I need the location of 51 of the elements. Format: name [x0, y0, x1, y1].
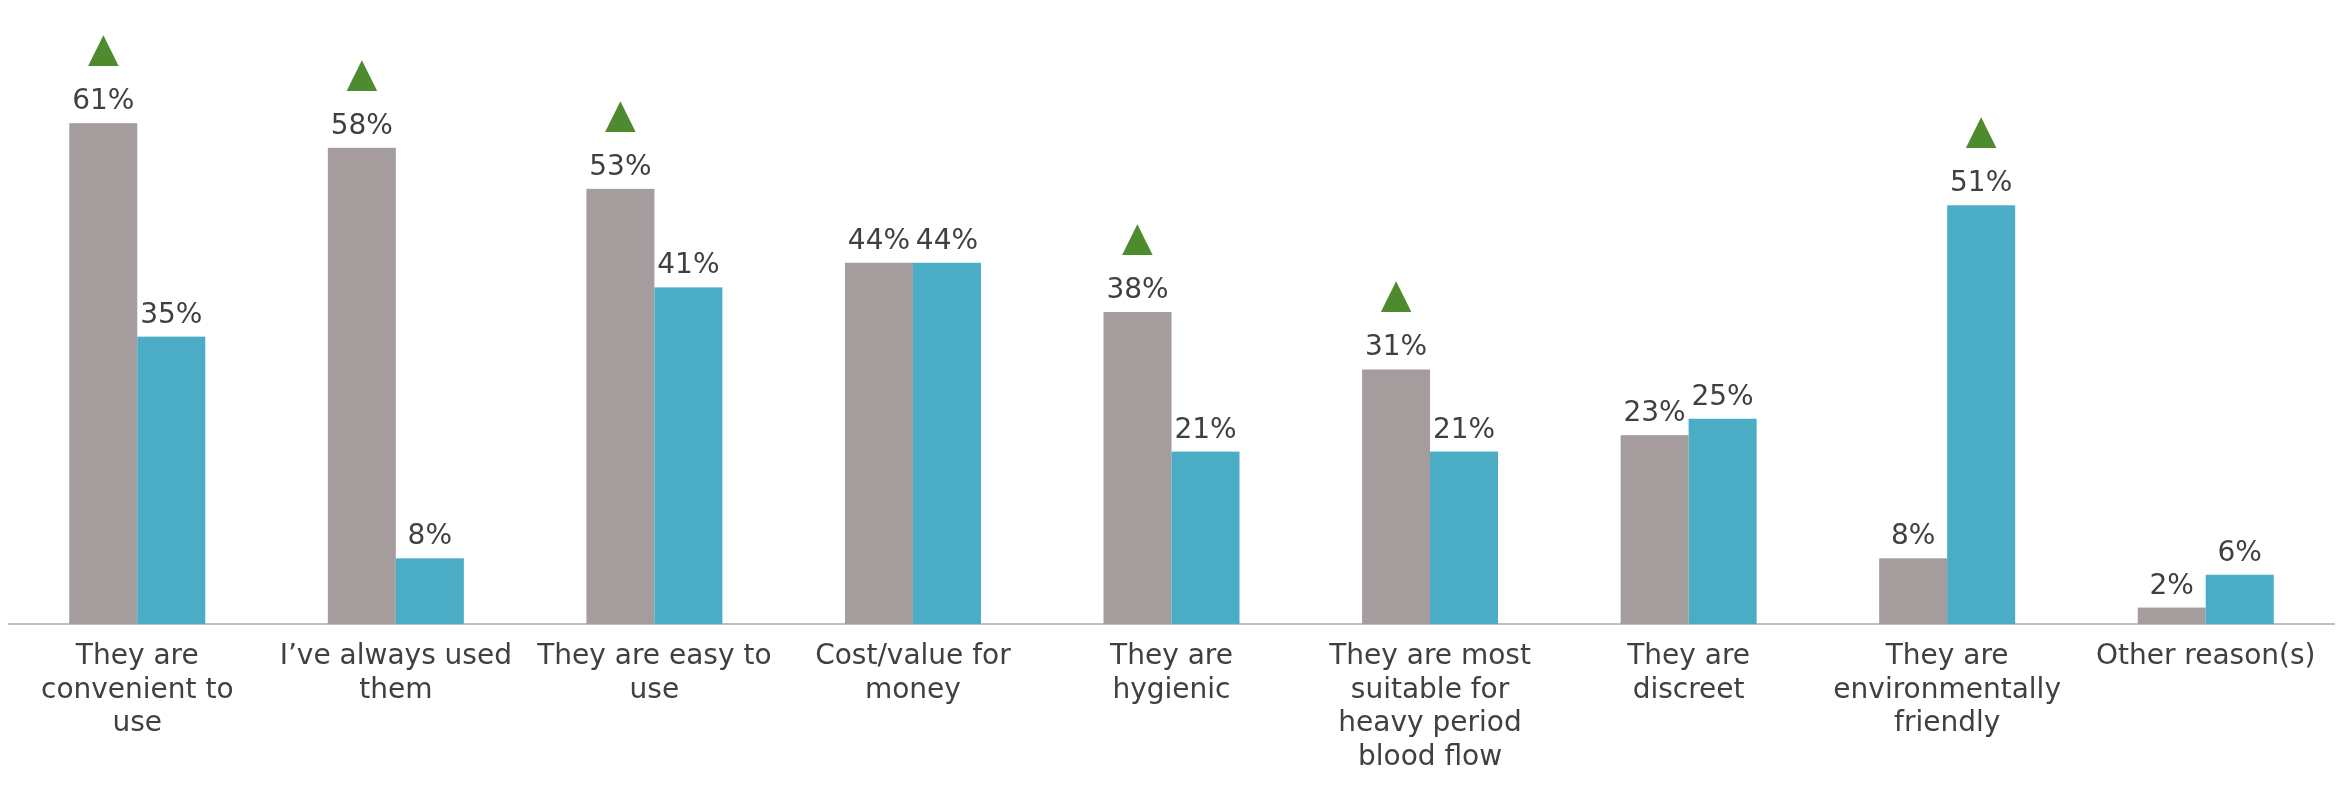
bar	[1688, 418, 1757, 624]
bar	[844, 262, 913, 624]
triangle-icon: ▲	[1380, 270, 1412, 317]
x-tick-label: I’ve always used them	[279, 638, 512, 705]
data-label: 2%	[2149, 567, 2194, 601]
data-label: 53%	[589, 148, 652, 182]
data-label: 35%	[140, 296, 203, 330]
data-label: 41%	[657, 247, 720, 281]
data-label: 25%	[1691, 378, 1754, 412]
triangle-icon: ▲	[605, 89, 636, 136]
triangle-icon: ▲	[1122, 213, 1153, 259]
bar	[2137, 607, 2206, 624]
bar	[912, 262, 981, 624]
x-tick-label: Other reason(s)	[2095, 638, 2316, 671]
data-label: 31%	[1364, 329, 1428, 363]
bar	[69, 123, 138, 624]
data-label: 21%	[1174, 411, 1237, 445]
data-label: 23%	[1623, 395, 1686, 429]
bar	[1879, 558, 1948, 624]
x-tick-label: They are easy to use	[536, 638, 772, 705]
data-label: 8%	[407, 518, 453, 552]
x-tick-label: They are convenient to use	[41, 638, 234, 739]
bar	[395, 558, 464, 624]
bar	[137, 336, 206, 624]
data-label: 58%	[330, 107, 393, 141]
x-tick-label: Cost/value for money	[815, 638, 1012, 705]
bar	[586, 188, 655, 624]
data-label: 8%	[1890, 518, 1936, 552]
data-label: 44%	[915, 222, 979, 256]
bar	[1620, 435, 1689, 624]
data-label: 51%	[1950, 165, 2013, 199]
data-label: 21%	[1432, 411, 1496, 445]
bar	[1171, 451, 1240, 624]
data-label: 44%	[847, 222, 911, 256]
bar	[1430, 451, 1499, 624]
data-label: 61%	[72, 83, 135, 117]
triangle-icon: ▲	[87, 24, 119, 71]
x-tick-label: They are hygienic	[1109, 638, 1233, 705]
data-label: 6%	[2217, 534, 2262, 568]
x-tick-label: They are environmentally friendly	[1833, 638, 2061, 739]
bar	[1103, 312, 1172, 624]
bar	[1947, 205, 2016, 624]
bar	[2205, 574, 2274, 624]
bar	[327, 147, 396, 624]
triangle-icon: ▲	[346, 48, 378, 95]
bar	[654, 287, 723, 624]
x-tick-label: They are discreet	[1626, 638, 1751, 705]
x-tick-label: They are most suitable for heavy period blood flow	[1328, 638, 1531, 772]
bar	[1362, 369, 1431, 624]
data-label: 38%	[1106, 272, 1169, 306]
triangle-icon: ▲	[1965, 106, 1997, 153]
